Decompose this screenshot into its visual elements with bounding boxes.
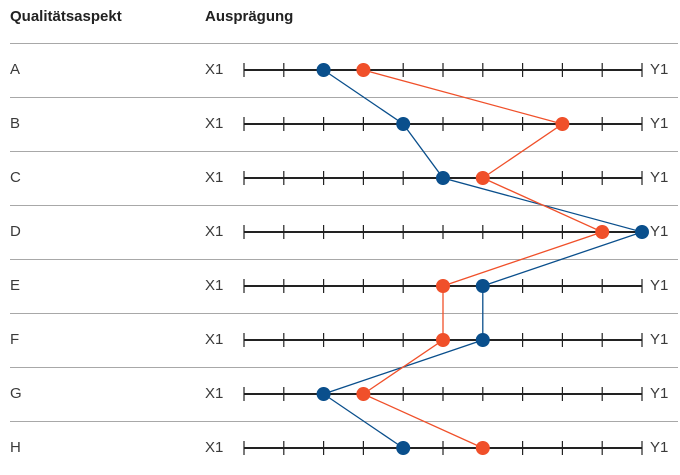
row-separator xyxy=(10,151,678,152)
series-2-point xyxy=(436,333,450,347)
row-label-e: E xyxy=(10,277,21,294)
row-label-g: G xyxy=(10,385,22,402)
column-header-value: Ausprägung xyxy=(205,8,294,25)
row-label-a: A xyxy=(10,61,21,78)
row-separator xyxy=(10,43,678,44)
series-1-point xyxy=(316,63,331,77)
scale-max-label: Y1 xyxy=(650,169,669,186)
series-1-point xyxy=(316,387,331,401)
row-label-b: B xyxy=(10,115,21,132)
row-separator xyxy=(10,97,678,98)
scale-max-label: Y1 xyxy=(650,439,669,456)
scale-max-label: Y1 xyxy=(650,331,669,348)
scale-max-label: Y1 xyxy=(650,61,669,78)
series-2-point xyxy=(436,279,450,293)
scale-min-label: X1 xyxy=(205,61,224,78)
row-separator xyxy=(10,259,678,260)
scale-min-label: X1 xyxy=(205,169,224,186)
scale-max-label: Y1 xyxy=(650,385,669,402)
scale-max-label: Y1 xyxy=(650,223,669,240)
series-1-point xyxy=(436,171,450,185)
scale-min-label: X1 xyxy=(205,115,224,132)
series-1-point xyxy=(635,225,649,239)
series-1-point xyxy=(396,441,411,455)
row-separator xyxy=(10,367,678,368)
series-1-point xyxy=(475,333,490,347)
series-2-line xyxy=(362,69,604,449)
series-1-point xyxy=(396,117,411,131)
series-1-line xyxy=(322,69,645,449)
scale-min-label: X1 xyxy=(205,439,224,456)
series-2-point xyxy=(555,117,570,131)
series-1-point xyxy=(475,279,490,293)
scale-min-label: X1 xyxy=(205,331,224,348)
row-label-d: D xyxy=(10,223,21,240)
row-separator xyxy=(10,313,678,314)
row-separator xyxy=(10,421,678,422)
scale-min-label: X1 xyxy=(205,277,224,294)
row-label-h: H xyxy=(10,439,21,456)
scale-min-label: X1 xyxy=(205,385,224,402)
column-header-aspect: Qualitätsaspekt xyxy=(10,8,122,25)
row-label-c: C xyxy=(10,169,21,186)
series-2-point xyxy=(356,387,371,401)
series-2-point xyxy=(356,63,371,77)
series-2-point xyxy=(475,441,490,455)
scale-max-label: Y1 xyxy=(650,115,669,132)
row-separator xyxy=(10,205,678,206)
scale-max-label: Y1 xyxy=(650,277,669,294)
row-label-f: F xyxy=(10,331,20,348)
series-2-point xyxy=(475,171,490,185)
scale-min-label: X1 xyxy=(205,223,224,240)
series-2-point xyxy=(595,225,610,239)
